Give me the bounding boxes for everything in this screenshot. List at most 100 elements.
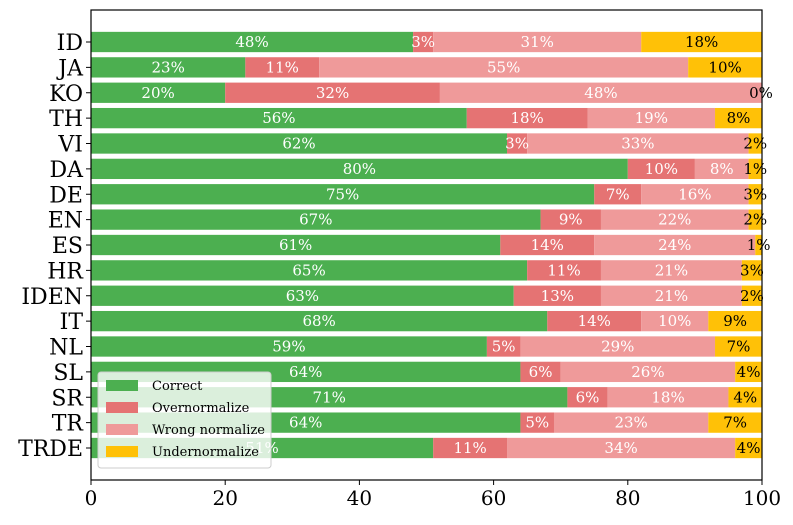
x-tick-label-100: 100	[743, 486, 781, 510]
bar-label-es-undernormalize: 1%	[747, 236, 771, 254]
bar-tr-overnormalize	[520, 412, 554, 433]
bar-sr-overnormalize	[567, 387, 608, 408]
bar-nl-correct	[91, 336, 487, 357]
segment-labels-layer: 48% 3% 31% 18%23% 11% 55% 10%20% 32% 48% 0%56% 18%…	[141, 33, 772, 457]
x-tick-label-80: 80	[615, 486, 640, 510]
bar-label-en-undernormalize: 2%	[743, 211, 767, 229]
bar-label-da-undernormalize: 1%	[743, 160, 767, 178]
category-label-th: TH	[49, 107, 83, 132]
bar-label-nl-overnormalize: 5%	[492, 338, 516, 356]
bar-es-wrong-normalize	[594, 234, 756, 256]
bar-label-sl-wrong-normalize: 26%	[631, 363, 664, 381]
bar-ko-wrong-normalize	[439, 82, 762, 103]
bar-vi-overnormalize	[507, 133, 528, 154]
bar-ko-overnormalize	[225, 82, 440, 103]
bar-nl-undernormalize	[715, 336, 762, 357]
bar-nl-wrong-normalize	[520, 336, 716, 357]
bar-label-th-undernormalize: 8%	[727, 109, 751, 127]
category-label-hr: HR	[47, 259, 84, 284]
x-tick-label-60: 60	[481, 486, 506, 510]
bar-label-ko-overnormalize: 32%	[316, 84, 349, 102]
bar-label-id-correct: 48%	[235, 33, 268, 51]
category-label-es: ES	[52, 234, 83, 259]
bar-label-es-overnormalize: 14%	[531, 236, 564, 254]
bar-label-en-wrong-normalize: 22%	[658, 211, 691, 229]
bar-label-sl-correct: 64%	[289, 363, 322, 381]
bar-label-trde-wrong-normalize: 34%	[604, 439, 637, 457]
bar-en-overnormalize	[540, 209, 601, 230]
category-label-ko: KO	[49, 82, 83, 107]
bar-label-sl-undernormalize: 4%	[737, 363, 761, 381]
bar-label-ja-correct: 23%	[151, 58, 184, 76]
bar-de-correct	[91, 184, 595, 205]
bar-sr-undernormalize	[728, 387, 762, 408]
bar-it-overnormalize	[547, 310, 642, 332]
bar-label-en-correct: 67%	[299, 211, 332, 229]
bar-label-iden-overnormalize: 13%	[541, 287, 574, 305]
bar-label-sr-undernormalize: 4%	[733, 388, 757, 406]
bar-hr-correct	[91, 260, 528, 281]
bar-label-th-correct: 56%	[262, 109, 295, 127]
bar-label-it-overnormalize: 14%	[578, 312, 611, 330]
bar-sl-overnormalize	[520, 361, 561, 383]
bar-label-ko-correct: 20%	[141, 84, 174, 102]
bar-label-it-wrong-normalize: 10%	[658, 312, 691, 330]
bar-de-undernormalize	[748, 184, 762, 205]
bar-trde-overnormalize	[433, 437, 508, 459]
bar-vi-correct	[91, 133, 508, 154]
x-tick-label-20: 20	[212, 486, 237, 510]
bar-id-overnormalize	[413, 31, 434, 53]
bar-label-sr-wrong-normalize: 18%	[651, 388, 684, 406]
bar-label-it-correct: 68%	[302, 312, 335, 330]
legend-swatch-overnormalize	[106, 402, 138, 413]
bar-label-trde-undernormalize: 4%	[737, 439, 761, 457]
legend-label-overnormalize: Overnormalize	[152, 401, 250, 416]
x-tick-label-0: 0	[85, 486, 98, 510]
bar-en-correct	[91, 209, 541, 230]
bar-label-id-wrong-normalize: 31%	[521, 33, 554, 51]
bar-label-tr-overnormalize: 5%	[525, 414, 549, 432]
bar-label-th-overnormalize: 18%	[510, 109, 543, 127]
bar-sl-undernormalize	[735, 361, 762, 383]
plot-frame	[90, 9, 763, 481]
bar-label-da-wrong-normalize: 8%	[710, 160, 734, 178]
bar-label-nl-undernormalize: 7%	[727, 338, 751, 356]
category-label-de: DE	[49, 183, 83, 208]
category-label-tr: TR	[52, 412, 85, 437]
category-label-ja: JA	[56, 56, 84, 81]
legend-swatch-wrong-normalize	[106, 424, 138, 435]
bar-id-correct	[91, 31, 414, 53]
bar-es-correct	[91, 234, 501, 256]
legend-swatch-undernormalize	[106, 446, 138, 457]
category-label-iden: IDEN	[21, 285, 83, 310]
legend-label-wrong-normalize: Wrong normalize	[152, 423, 265, 438]
category-label-vi: VI	[57, 133, 83, 158]
bar-trde-undernormalize	[735, 437, 762, 459]
bar-label-id-undernormalize: 18%	[685, 33, 718, 51]
bar-label-trde-overnormalize: 11%	[453, 439, 486, 457]
bar-label-hr-overnormalize: 11%	[547, 261, 580, 279]
bar-ko-correct	[91, 82, 226, 103]
category-label-da: DA	[49, 158, 84, 183]
bar-label-ja-undernormalize: 10%	[708, 58, 741, 76]
bar-label-sr-correct: 71%	[313, 388, 346, 406]
bar-ja-undernormalize	[688, 57, 762, 78]
bar-label-vi-wrong-normalize: 33%	[621, 135, 654, 153]
bar-label-vi-overnormalize: 3%	[505, 135, 529, 153]
bar-label-iden-undernormalize: 2%	[740, 287, 764, 305]
bar-label-tr-wrong-normalize: 23%	[614, 414, 647, 432]
bar-iden-wrong-normalize	[600, 285, 742, 306]
category-label-sr: SR	[51, 386, 84, 411]
bar-ja-correct	[91, 57, 246, 78]
bar-label-hr-undernormalize: 3%	[740, 261, 764, 279]
x-tick-label-40: 40	[347, 486, 372, 510]
bar-de-overnormalize	[594, 184, 642, 205]
bar-en-wrong-normalize	[600, 209, 749, 230]
bar-iden-undernormalize	[741, 285, 762, 306]
bar-it-undernormalize	[708, 310, 762, 332]
bar-th-undernormalize	[715, 107, 762, 129]
bar-iden-overnormalize	[513, 285, 601, 306]
bar-tr-wrong-normalize	[553, 412, 709, 433]
